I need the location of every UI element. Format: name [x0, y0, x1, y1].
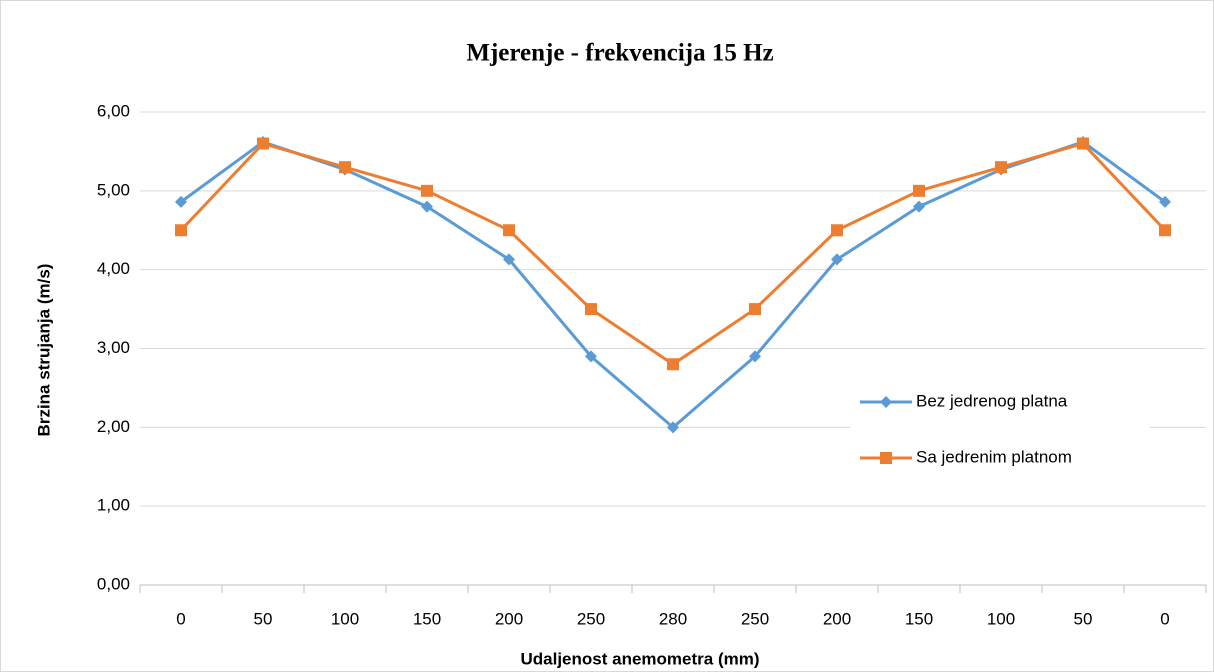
- marker: [175, 224, 187, 237]
- x-tick-label: 150: [905, 609, 933, 628]
- chart-title: Mjerenje - frekvencija 15 Hz: [466, 40, 773, 67]
- marker: [585, 350, 597, 363]
- x-tick-label: 0: [176, 609, 185, 628]
- x-tick-label: 50: [254, 609, 273, 628]
- legend-label: Sa jedrenim platnom: [916, 447, 1072, 466]
- x-tick-label: 50: [1074, 609, 1093, 628]
- marker: [503, 224, 515, 237]
- x-tick-label: 200: [823, 609, 851, 628]
- marker: [831, 224, 843, 237]
- marker: [995, 161, 1007, 174]
- marker: [1077, 137, 1089, 150]
- marker: [749, 303, 761, 316]
- x-tick-label: 0: [1160, 609, 1169, 628]
- marker: [1159, 195, 1171, 208]
- marker: [503, 253, 515, 266]
- legend-marker: [880, 396, 892, 408]
- x-tick-label: 250: [741, 609, 769, 628]
- legend-marker: [880, 452, 892, 464]
- y-axis-title: Brzina strujanja (m/s): [34, 264, 53, 437]
- x-tick-label: 280: [659, 609, 687, 628]
- marker: [175, 195, 187, 208]
- marker: [913, 184, 925, 197]
- marker: [585, 303, 597, 316]
- y-tick-label: 1,00: [97, 496, 130, 515]
- y-tick-label: 4,00: [97, 259, 130, 278]
- y-tick-label: 0,00: [97, 574, 130, 593]
- y-tick-label: 3,00: [97, 338, 130, 357]
- legend-label: Bez jedrenog platna: [916, 391, 1068, 410]
- marker: [421, 184, 433, 197]
- y-tick-label: 5,00: [97, 180, 130, 199]
- x-tick-label: 100: [331, 609, 359, 628]
- marker: [749, 350, 761, 363]
- y-tick-label: 2,00: [97, 417, 130, 436]
- marker: [913, 200, 925, 213]
- marker: [1159, 224, 1171, 237]
- x-tick-label: 150: [413, 609, 441, 628]
- x-axis-title: Udaljenost anemometra (mm): [521, 649, 760, 668]
- legend-box: [850, 375, 1150, 483]
- marker: [421, 200, 433, 213]
- marker: [339, 161, 351, 174]
- x-tick-label: 100: [987, 609, 1015, 628]
- marker: [667, 421, 679, 434]
- x-tick-label: 250: [577, 609, 605, 628]
- x-tick-label: 200: [495, 609, 523, 628]
- marker: [831, 253, 843, 266]
- marker: [257, 137, 269, 150]
- marker: [667, 358, 679, 371]
- y-tick-label: 6,00: [97, 101, 130, 120]
